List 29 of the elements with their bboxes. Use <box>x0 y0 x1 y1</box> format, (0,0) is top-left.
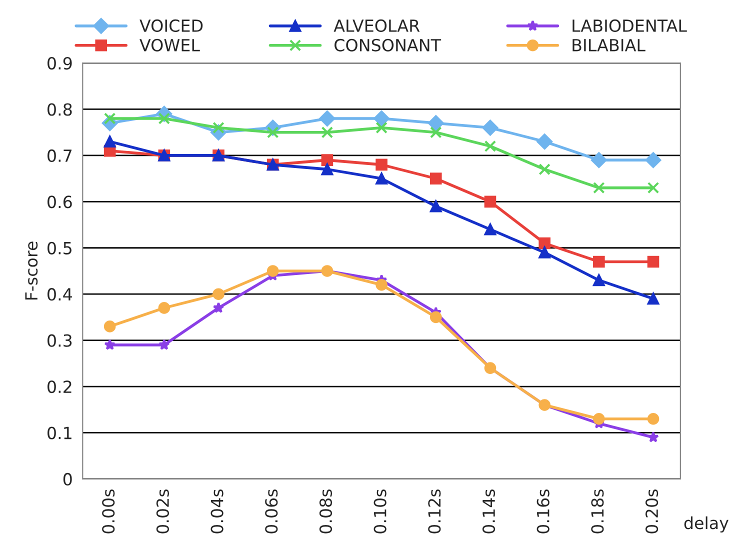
x-tick-label: 0.20s <box>645 489 658 534</box>
x-tick-label: 0.02s <box>156 489 170 534</box>
legend-label: VOICED <box>140 19 203 32</box>
x-tick-label: 0.00s <box>102 489 115 534</box>
x-tick-label: 0.12s <box>428 489 441 534</box>
y-tick-label: 0 <box>63 472 72 486</box>
y-tick-label: 0.9 <box>48 56 72 70</box>
y-tick-label: 0.2 <box>48 380 72 394</box>
legend-label: LABIODENTAL <box>572 19 687 32</box>
x-tick-label: 0.04s <box>210 489 224 534</box>
y-tick-label: 0.8 <box>48 103 72 116</box>
x-tick-label: 0.18s <box>591 489 604 534</box>
x-tick-label: 0.14s <box>482 489 496 534</box>
y-tick-label: 0.3 <box>48 334 72 347</box>
y-tick-label: 0.7 <box>48 149 72 162</box>
x-axis-title: delay <box>684 516 728 533</box>
x-tick-label: 0.10s <box>374 489 386 534</box>
legend-label: ALVEOLAR <box>334 19 420 32</box>
y-tick-label: 0.6 <box>48 196 72 208</box>
x-tick-label: 0.16s <box>536 489 550 534</box>
legend-label: BILABIAL <box>572 39 646 52</box>
y-tick-label: 0.1 <box>48 426 72 440</box>
legend-label: VOWEL <box>140 38 200 52</box>
y-axis-title: F-score <box>25 242 38 300</box>
x-tick-label: 0.06s <box>265 489 278 534</box>
y-tick-label: 0.4 <box>48 288 72 301</box>
legend-label: CONSONANT <box>334 38 442 52</box>
x-tick-label: 0.08s <box>319 489 332 534</box>
y-tick-label: 0.5 <box>48 242 72 254</box>
